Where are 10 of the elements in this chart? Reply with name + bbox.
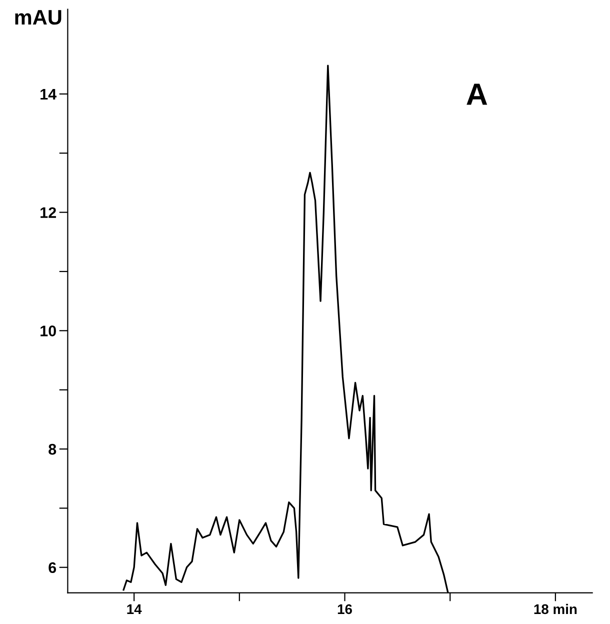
x-tick-label: 14 bbox=[127, 604, 142, 614]
y-tick-label: 10 bbox=[40, 326, 56, 336]
y-tick-label: 14 bbox=[40, 89, 57, 100]
y-tick-label: 12 bbox=[40, 207, 56, 218]
annotation: A bbox=[466, 84, 488, 105]
y-tick-label: 8 bbox=[48, 444, 56, 455]
y-axis-title: mAU bbox=[15, 10, 62, 25]
y-tick-label: 6 bbox=[48, 562, 56, 574]
x-tick-label: 16 bbox=[338, 604, 352, 614]
x-tick-label: 18 min bbox=[534, 604, 577, 614]
